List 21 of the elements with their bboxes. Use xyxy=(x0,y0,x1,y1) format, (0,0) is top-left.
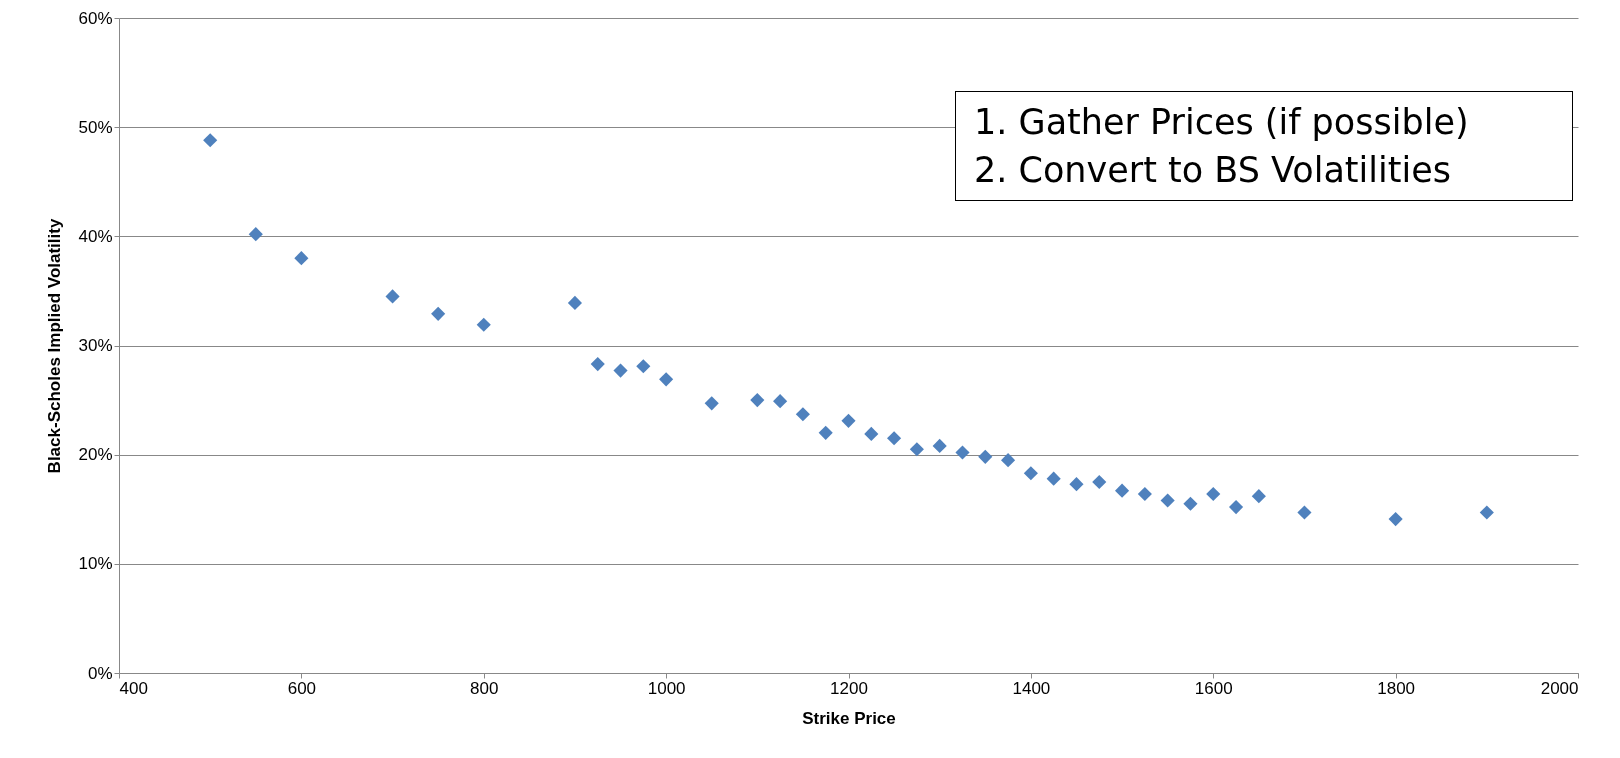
x-tick-label: 1400 xyxy=(1012,678,1051,698)
x-tick-label: 1000 xyxy=(647,678,686,698)
x-tick-label: 1800 xyxy=(1377,678,1416,698)
y-tick-label: 30% xyxy=(78,336,113,355)
y-tick-label: 50% xyxy=(78,117,113,137)
x-tick-label: 600 xyxy=(287,678,317,698)
y-tick-label: 40% xyxy=(78,226,113,246)
annotation: 1. Gather Prices (if possible) xyxy=(974,101,1470,144)
y-tick-label: 60% xyxy=(78,8,113,28)
y-tick-label: 0% xyxy=(87,663,113,683)
x-axis-title: Strike Price xyxy=(802,708,896,728)
y-tick-label: 10% xyxy=(78,554,113,574)
x-tick-label: 800 xyxy=(470,678,499,698)
x-tick-label: 400 xyxy=(119,678,148,698)
x-tick-label: 1200 xyxy=(830,678,868,698)
annotation: 2. Convert to BS Volatilities xyxy=(974,149,1452,192)
text-box: 1. Gather Prices (if possible) 2. Convert to BS Volatilities xyxy=(955,91,1573,201)
x-tick-label: 1600 xyxy=(1194,678,1233,698)
x-tick-label: 2000 xyxy=(1540,678,1579,698)
y-tick-label: 20% xyxy=(78,445,113,465)
y-axis-title: Black-Scholes Implied Volatility xyxy=(45,218,65,474)
